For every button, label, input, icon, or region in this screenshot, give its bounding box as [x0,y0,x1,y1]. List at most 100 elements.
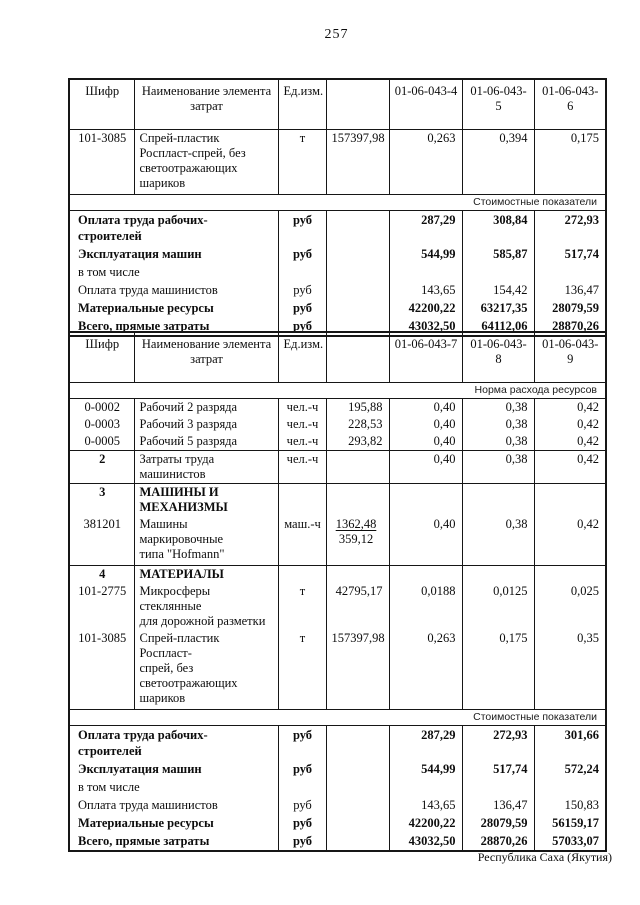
cell-price: 293,82 [325,433,389,451]
cost-value: 56159,17 [533,814,606,832]
region-footer: Республика Саха (Якутия) [477,850,612,864]
section-code: 3 [99,485,106,499]
cost-value: 544,99 [388,245,462,263]
cost-label: в том числе [78,780,140,794]
cell-name: Машины маркировочные типа "Hofmann" [133,516,278,566]
table-row: 0-0003 Рабочий 3 разряда чел.-ч 228,53 0… [69,416,606,433]
cell-value: 0,38 [461,433,534,451]
table-row: 101-3085 Спрей-пластик Роспласт- спрей, … [69,630,606,710]
cell-value: 0,263 [388,630,462,710]
cost-unit: руб [277,281,326,299]
cost-price-empty [325,814,389,832]
cost-label: Материальные ресурсы [78,301,214,315]
cost-label: Всего, прямые затраты [78,319,210,333]
cost-value [461,778,534,796]
cost-value: 301,66 [533,725,606,760]
cost-value: 136,47 [461,796,534,814]
cost-value: 272,93 [461,725,534,760]
section-code: 4 [99,567,106,581]
cost-row: в том числе [69,778,606,796]
cost-unit: руб [277,725,326,760]
header-col-043-8: 01-06-043-8 [461,332,534,383]
cost-label: Оплата труда рабочих- строителей [78,728,208,758]
cell-value: 0,38 [461,450,534,484]
cell-value: 0,0188 [388,583,462,630]
cost-row: Оплата труда рабочих- строителей руб 287… [69,725,606,760]
cost-label: Оплата труда машинистов [78,798,218,812]
cost-value: 143,65 [388,796,462,814]
cost-price-empty [325,832,389,851]
cost-label: Эксплуатация машин [78,247,202,261]
cost-value [461,263,534,281]
cost-unit: руб [277,760,326,778]
cell-code: 101-3085 [78,631,127,645]
cell-name: Рабочий 5 разряда [133,433,278,451]
cost-price-empty [325,245,389,263]
cost-row: Эксплуатация машин руб 544,99 585,87 517… [69,245,606,263]
cost-value [388,778,462,796]
cell-unit: чел.-ч [277,416,326,433]
cost-label: Оплата труда машинистов [78,283,218,297]
cell-value: 0,175 [533,129,606,195]
cell-code: 2 [99,452,106,466]
band-row: Стоимостные показатели [69,710,606,726]
cell-value: 0,40 [388,416,462,433]
cost-value [388,263,462,281]
cost-value: 28079,59 [461,814,534,832]
cost-value: 143,65 [388,281,462,299]
table-row: 0-0005 Рабочий 5 разряда чел.-ч 293,82 0… [69,433,606,451]
cell-code: 0-0003 [84,417,120,431]
header-name: Наименование элемента затрат [133,79,278,130]
cost-table-1: Шифр Наименование элемента затрат Ед.изм… [68,78,607,337]
table-header-row: Шифр Наименование элемента затрат Ед.изм… [69,79,606,130]
cell-value: 0,42 [533,398,606,416]
table-row: 2 Затраты труда машинистов чел.-ч 0,40 0… [69,450,606,484]
cell-value: 0,38 [461,516,534,566]
header-col-043-5: 01-06-043-5 [461,79,534,130]
cost-value [533,263,606,281]
cost-row: Материальные ресурсы руб 42200,22 63217,… [69,299,606,317]
header-name: Наименование элемента затрат [133,332,278,383]
cell-price: 195,88 [325,398,389,416]
cost-value: 572,24 [533,760,606,778]
cost-label: Оплата труда рабочих- строителей [78,213,208,243]
cell-value: 0,35 [533,630,606,710]
cell-name: Спрей-пластик Роспласт- спрей, без свето… [133,630,278,710]
band-row: Норма расхода ресурсов [69,383,606,399]
cost-unit [277,263,326,281]
band-row: Стоимостные показатели [69,195,606,211]
cost-unit: руб [277,210,326,245]
cost-value: 43032,50 [388,832,462,851]
cell-price-fraction: 1362,48 359,12 [325,516,389,566]
header-code: Шифр [85,337,120,351]
header-code: Шифр [85,84,120,98]
cost-price-empty [325,725,389,760]
cost-value: 42200,22 [388,299,462,317]
cost-label: Всего, прямые затраты [78,834,210,848]
cell-value: 0,42 [533,433,606,451]
table-row: 101-3085 Спрей-пластик Роспласт-спрей, б… [69,129,606,195]
cost-value: 154,42 [461,281,534,299]
table1-cost-section: Оплата труда рабочих- строителей руб 287… [69,210,606,336]
cell-code: 0-0002 [84,400,120,414]
cost-value: 287,29 [388,725,462,760]
cell-value: 0,42 [533,416,606,433]
table-row: 381201 Машины маркировочные типа "Hofman… [69,516,606,566]
cost-price-empty [325,210,389,245]
table-row: 0-0002 Рабочий 2 разряда чел.-ч 195,88 0… [69,398,606,416]
cost-unit: руб [277,796,326,814]
cost-value: 585,87 [461,245,534,263]
cost-value: 517,74 [533,245,606,263]
cost-table-2: Шифр Наименование элемента затрат Ед.изм… [68,331,607,852]
cost-value [533,778,606,796]
cell-value: 0,38 [461,398,534,416]
cost-unit: руб [277,299,326,317]
cell-code: 101-3085 [78,131,127,145]
cell-unit: чел.-ч [277,433,326,451]
cell-value: 0,40 [388,398,462,416]
cell-unit: чел.-ч [277,450,326,484]
cost-row: Оплата труда машинистов руб 143,65 136,4… [69,796,606,814]
table1-header: Шифр Наименование элемента затрат Ед.изм… [69,79,606,130]
cost-value: 42200,22 [388,814,462,832]
